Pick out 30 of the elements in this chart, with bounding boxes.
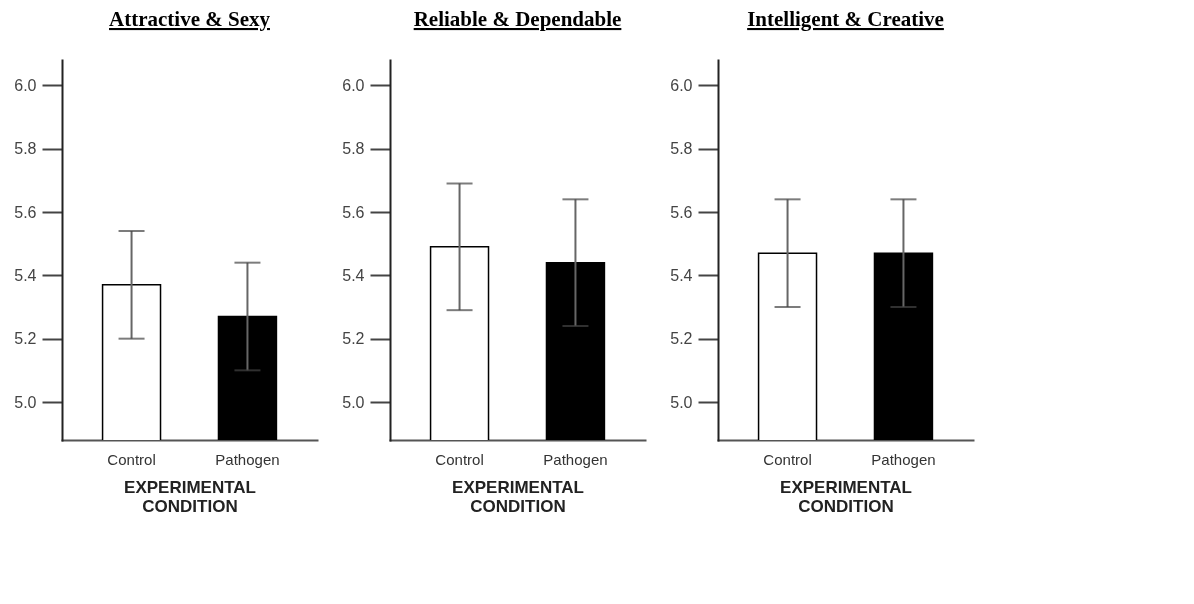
y-tick-label: 5.0 [670, 393, 693, 411]
chart-title: Reliable & Dependable [413, 7, 622, 31]
y-tick-label: 5.4 [342, 266, 365, 284]
x-tick-label: Pathogen [871, 450, 936, 468]
x-axis-title: EXPERIMENTAL CONDITION [780, 477, 912, 516]
y-tick-label: 5.0 [342, 393, 365, 411]
y-tick-label: 5.2 [342, 330, 365, 348]
y-tick-label: 5.8 [342, 140, 365, 158]
y-tick-label: 5.6 [14, 203, 37, 221]
chart-title: Intelligent & Creative [747, 7, 944, 31]
y-tick-label: 6.0 [342, 76, 365, 94]
y-tick-label: 6.0 [14, 76, 37, 94]
y-tick-label: 5.0 [14, 393, 37, 411]
x-tick-label: Pathogen [215, 450, 280, 468]
y-tick-label: 5.2 [670, 330, 693, 348]
y-tick-label: 5.8 [14, 140, 37, 158]
y-tick-label: 5.4 [670, 266, 693, 284]
y-tick-label: 5.6 [670, 203, 693, 221]
y-tick-label: 5.2 [14, 330, 37, 348]
chart-title: Attractive & Sexy [109, 7, 271, 31]
y-tick-label: 5.8 [670, 140, 693, 158]
x-axis-title: EXPERIMENTAL CONDITION [124, 477, 256, 516]
x-tick-label: Pathogen [543, 450, 608, 468]
y-tick-label: 5.6 [342, 203, 365, 221]
x-tick-label: Control [107, 450, 156, 468]
y-tick-label: 6.0 [670, 76, 693, 94]
x-axis-title: EXPERIMENTAL CONDITION [452, 477, 584, 516]
x-tick-label: Control [435, 450, 484, 468]
x-tick-label: Control [763, 450, 812, 468]
y-tick-label: 5.4 [14, 266, 37, 284]
